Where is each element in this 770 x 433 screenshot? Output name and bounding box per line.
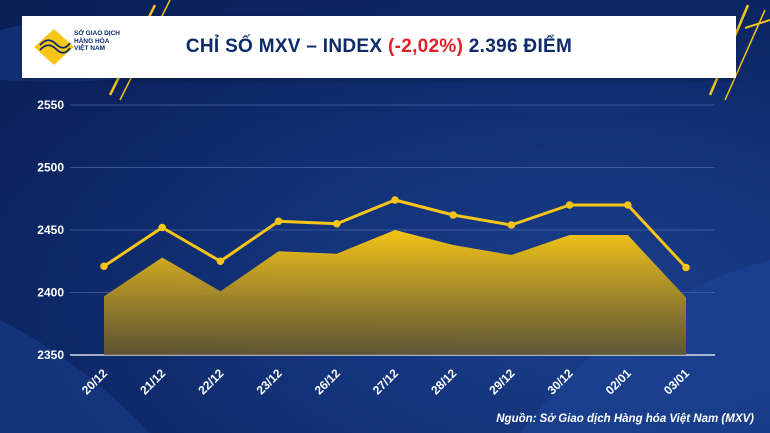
area-series [104, 230, 686, 355]
header-banner: SỞ GIAO DỊCH HÀNG HÓA VIỆT NAM CHỈ SỐ MX… [22, 16, 736, 78]
data-point [682, 263, 690, 272]
x-tick-label: 20/12 [79, 366, 110, 397]
x-axis-labels: 20/12 21/12 22/12 23/12 26/12 27/12 28/12 29/12… [79, 366, 692, 397]
y-tick-label: 2550 [37, 98, 64, 112]
y-tick-label: 2400 [37, 286, 64, 300]
logo-line-3: VIỆT NAM [74, 45, 106, 52]
data-point [565, 201, 574, 209]
logo-line-2: HÀNG HÓA [74, 37, 110, 45]
logo-text: SỞ GIAO DỊCH HÀNG HÓA VIỆT NAM [74, 30, 124, 53]
x-tick-label: 26/12 [312, 366, 343, 397]
x-tick-label: 29/12 [486, 366, 517, 397]
data-point [624, 201, 632, 209]
area-fill [104, 230, 686, 355]
x-tick-label: 28/12 [428, 366, 459, 397]
x-tick-label: 03/01 [661, 366, 692, 397]
source-note: Nguồn: Sở Giao dịch Hàng hóa Việt Nam (M… [496, 413, 754, 425]
data-point [100, 262, 108, 271]
chart-title: CHỈ SỐ MXV – INDEX (-2,02%) 2.396 ĐIỂM [22, 16, 736, 78]
title-change: (-2,02%) [387, 36, 464, 57]
title-prefix: CHỈ SỐ MXV – INDEX [185, 36, 388, 57]
y-tick-label: 2500 [37, 161, 64, 175]
data-point [158, 223, 166, 232]
mxv-logo-icon [34, 29, 74, 65]
logo-line-1: SỞ GIAO DỊCH [74, 30, 120, 37]
data-point [391, 196, 399, 204]
data-point [449, 211, 458, 219]
y-axis-labels: 2350 2400 2450 2500 2550 [37, 98, 64, 362]
y-tick-label: 2350 [37, 348, 64, 362]
data-point [507, 221, 516, 229]
title-suffix: 2.396 ĐIỂM [463, 36, 573, 57]
x-tick-label: 02/01 [603, 366, 634, 397]
data-points [100, 196, 690, 272]
x-tick-label: 22/12 [195, 366, 226, 397]
data-point [333, 219, 341, 228]
data-point [274, 217, 283, 226]
y-tick-label: 2450 [37, 223, 64, 237]
x-tick-label: 21/12 [137, 366, 168, 397]
x-tick-label: 27/12 [370, 366, 401, 397]
data-point [216, 257, 225, 266]
x-tick-label: 23/12 [254, 366, 285, 397]
x-tick-label: 30/12 [545, 366, 576, 397]
